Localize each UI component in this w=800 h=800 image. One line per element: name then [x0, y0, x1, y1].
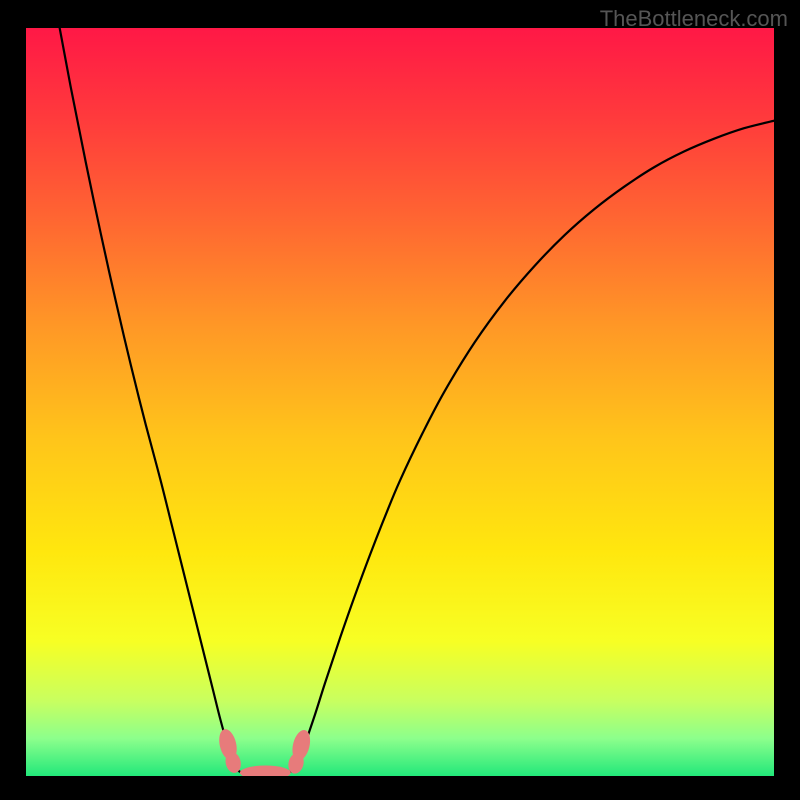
- chart-frame: TheBottleneck.com: [0, 0, 800, 800]
- plot-area: [26, 28, 774, 776]
- background-gradient: [26, 28, 774, 776]
- plot-svg: [26, 28, 774, 776]
